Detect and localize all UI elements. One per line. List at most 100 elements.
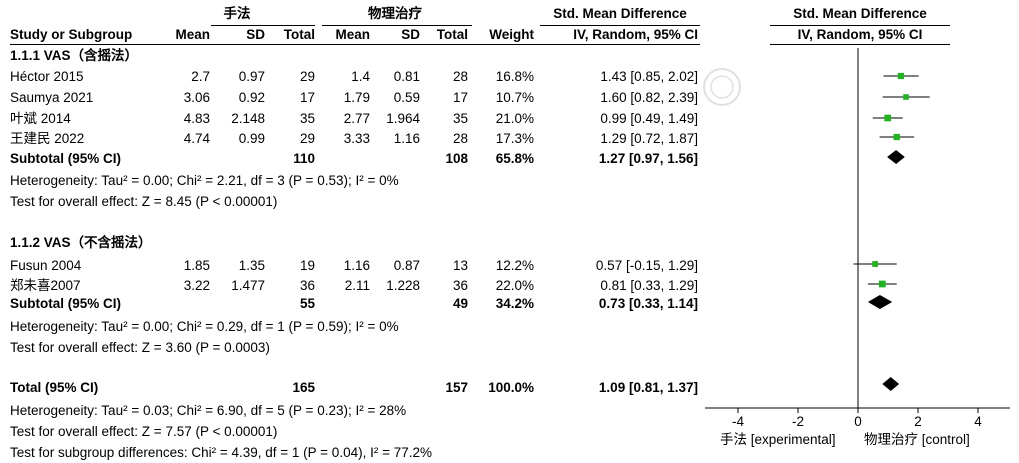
col-weight: Weight [489,27,534,42]
smd-ci: 1.60 [0.82, 2.39] [600,90,698,105]
col-study: Study or Subgroup [10,27,133,42]
summary-diamond [882,377,900,391]
col-smd-method: IV, Random, 95% CI [573,27,698,42]
total-ctrl: 13 [452,258,468,273]
col-total-exp: Total [283,27,315,42]
heterogeneity-text: Heterogeneity: Tau² = 0.00; Chi² = 2.21,… [10,173,399,188]
total-exp: 19 [299,258,315,273]
total-exp: 29 [299,69,315,84]
heterogeneity-text: Heterogeneity: Tau² = 0.00; Chi² = 0.29,… [10,319,399,334]
subtotal-weight: 34.2% [495,296,534,311]
subtotal-total-ctrl: 49 [452,296,468,311]
weight: 10.7% [495,90,534,105]
plot-title: Std. Mean Difference [793,6,927,21]
total-exp: 35 [299,111,315,126]
x-tick-label: -2 [792,414,804,429]
study-name: 叶斌 2014 [10,111,71,126]
table-header-rule [10,44,700,45]
group-exp-label: 手法 [223,6,251,21]
col-sd-ctrl: SD [401,27,420,42]
sd-exp: 0.97 [238,69,265,84]
total-heterogeneity-text: Heterogeneity: Tau² = 0.03; Chi² = 6.90,… [10,403,407,418]
total-label: Total (95% CI) [10,380,99,395]
mean-ctrl: 1.79 [343,90,370,105]
total-ctrl: 35 [452,111,468,126]
mean-exp: 3.06 [183,90,210,105]
subtotal-label: Subtotal (95% CI) [10,296,122,311]
watermark-logo [700,66,965,108]
exp-header-rule [211,25,315,26]
plot-method: IV, Random, 95% CI [797,27,923,42]
summary-diamond [867,295,893,309]
x-tick-label: 0 [854,414,862,429]
sd-ctrl: 0.87 [393,258,420,273]
smd-ci: 0.57 [-0.15, 1.29] [595,258,698,273]
subtotal-total-ctrl: 108 [445,151,468,166]
smd-ci: 0.99 [0.49, 1.49] [600,111,698,126]
mean-ctrl: 2.11 [344,278,370,293]
smd-ci: 1.43 [0.85, 2.02] [600,69,698,84]
subtotal-weight: 65.8% [495,151,534,166]
study-point [872,261,878,267]
sd-ctrl: 0.59 [393,90,420,105]
subtotal-label: Subtotal (95% CI) [10,151,122,166]
weight: 22.0% [495,278,534,293]
smd-column-title: Std. Mean Difference [553,6,687,21]
study-point [878,280,886,288]
mean-exp: 3.22 [183,278,210,293]
sd-ctrl: 0.81 [393,69,420,84]
plot-header-rule [770,25,950,26]
smd-ci: 0.81 [0.33, 1.29] [600,278,698,293]
x-tick-label: 4 [974,414,982,429]
total-ctrl: 28 [452,131,468,146]
study-name: 王建民 2022 [10,131,85,146]
total-ctrl: 17 [452,90,468,105]
study-name: Fusun 2004 [10,258,82,273]
mean-exp: 2.7 [191,69,210,84]
x-tick-label: -4 [732,414,744,429]
study-point [893,133,900,141]
summary-diamond [887,150,905,164]
total-weight: 100.0% [488,380,534,395]
total-exp: 165 [292,380,315,395]
smd-header-rule [540,25,700,26]
mean-exp: 4.74 [183,131,210,146]
study-point [884,114,892,122]
subgroup-differences-text: Test for subgroup differences: Chi² = 4.… [10,445,432,460]
sd-exp: 0.99 [238,131,265,146]
weight: 16.8% [495,69,534,84]
mean-ctrl: 1.16 [343,258,370,273]
seal-icon [703,68,741,106]
x-tick-label: 2 [914,414,922,429]
axis-label-experimental: 手法 [experimental] [720,432,836,447]
overall-effect-text: Test for overall effect: Z = 3.60 (P = 0… [10,340,270,355]
study-name: Saumya 2021 [10,90,94,105]
study-name: Héctor 2015 [10,69,84,84]
study-point [897,72,905,80]
axis-label-control: 物理治疗 [control] [864,432,970,447]
sd-ctrl: 1.16 [393,131,420,146]
total-ctrl: 36 [452,278,468,293]
col-total-ctrl: Total [436,27,468,42]
sd-exp: 2.148 [231,111,265,126]
col-mean-ctrl: Mean [335,27,370,42]
mean-ctrl: 3.33 [343,131,370,146]
total-exp: 17 [299,90,315,105]
overall-effect-text: Test for overall effect: Z = 8.45 (P < 0… [10,194,278,209]
subtotal-total-exp: 110 [293,151,315,166]
total-exp: 36 [299,278,315,293]
col-mean-exp: Mean [175,27,210,42]
mean-ctrl: 1.4 [351,69,370,84]
subtotal-ci: 0.73 [0.33, 1.14] [598,296,698,311]
sd-exp: 1.35 [238,258,265,273]
mean-ctrl: 2.77 [343,111,370,126]
group-ctrl-label: 物理治疗 [368,6,422,21]
sd-ctrl: 1.964 [386,111,420,126]
subtotal-ci: 1.27 [0.97, 1.56] [598,151,698,166]
mean-exp: 4.83 [183,111,210,126]
mean-exp: 1.85 [183,258,210,273]
sd-exp: 1.477 [231,278,265,293]
total-ci: 1.09 [0.81, 1.37] [598,380,698,395]
